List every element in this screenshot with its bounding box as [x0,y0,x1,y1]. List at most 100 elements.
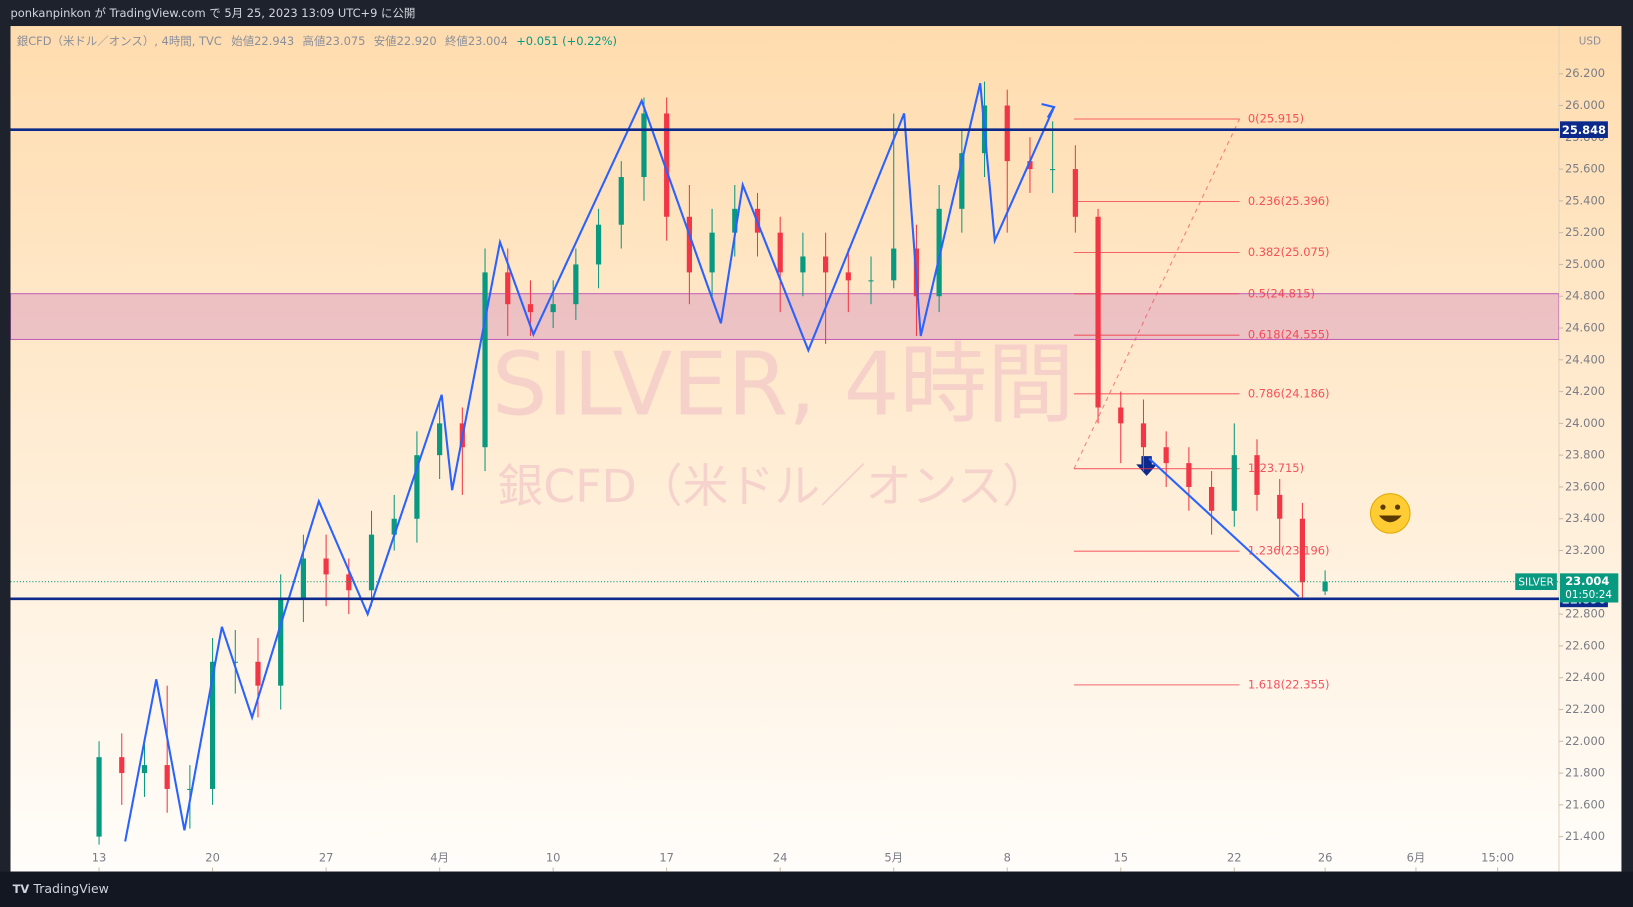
symbol-label: SILVER [1518,577,1553,589]
legend-value: 高値23.075 [303,34,366,48]
watermark-sub: 銀CFD（米ドル／オンス） [497,459,1048,513]
trend-drawing [1148,457,1300,598]
x-tick-label: 15:00 [1481,851,1514,865]
fib-label: 0.5(24.815) [1248,286,1315,300]
candle-body [1254,455,1260,495]
level-label-box [1560,121,1608,138]
x-tick-label: 27 [319,851,334,865]
candle-body [96,757,102,837]
candle-body [278,598,284,686]
candle-body [437,423,443,456]
x-tick-label: 6月 [1407,851,1426,865]
candle-body [323,558,329,575]
legend-value: 安値22.920 [374,34,437,48]
y-tick-label: 23.400 [1565,511,1605,525]
candle-body [1072,169,1078,217]
y-tick-label: 22.800 [1565,607,1605,621]
candle-body [1027,161,1033,170]
y-tick-label: 24.600 [1565,321,1605,335]
candle-body [255,661,261,686]
y-tick-label: 24.800 [1565,289,1605,303]
y-tick-label: 23.200 [1565,543,1605,557]
x-tick-label: 5月 [884,851,903,865]
candle-body [823,256,829,273]
footer-brand: TradingView [32,881,108,896]
y-tick-label: 21.800 [1565,766,1605,780]
y-tick-label: 25.600 [1565,162,1605,176]
x-tick-label: 8 [1004,851,1011,865]
candle-body [959,153,965,209]
candle-body [618,177,624,225]
publish-info: ponkanpinkon が TradingView.com で 5月 25, … [11,6,416,20]
x-tick-label: 17 [659,851,674,865]
x-tick-label: 24 [773,851,788,865]
candle-body [1163,447,1169,464]
legend-value: 終値23.004 [445,34,508,48]
candle-body [232,661,238,663]
candle-body [936,208,942,297]
y-tick-label: 23.600 [1565,479,1605,493]
y-tick-label: 25.200 [1565,225,1605,239]
symbol-box [1515,573,1557,591]
candle-body [164,765,170,789]
y-tick-label: 22.400 [1565,670,1605,684]
candle-body [1118,407,1124,424]
candle-body [573,264,579,305]
x-tick-label: 4月 [430,851,449,865]
y-tick-label: 23.800 [1565,448,1605,462]
x-tick-label: 26 [1318,851,1333,865]
level-label: 25.848 [1562,123,1606,137]
x-tick-label: 13 [92,851,107,865]
candle-body [527,304,534,313]
x-tick-label: 22 [1227,851,1242,865]
candle-body [1322,581,1328,592]
zone [10,293,1559,340]
symbol-info: 銀CFD（米ドル／オンス）, 4時間, TVC [17,34,222,48]
y-tick-label: 25.400 [1565,193,1605,207]
fib-trend [1073,118,1240,469]
candle-body [1095,216,1101,408]
legend-value: +0.051 (+0.22%) [516,34,617,48]
candle-body [550,304,556,313]
candle-body [1277,494,1283,519]
candle-body [686,216,692,273]
arrow-head [1041,102,1056,119]
candle-body [1050,169,1056,171]
footer [0,871,1633,907]
candle-body [1299,518,1306,583]
candle-body [482,272,488,448]
candle-body [891,248,897,281]
fib-label: 1.236(23.196) [1248,544,1330,558]
candle-body [868,280,874,282]
y-tick-label: 24.400 [1565,352,1605,366]
candle-body [505,272,511,305]
fib-label: 1(23.715) [1248,461,1304,475]
candle-body [346,574,352,591]
candle-body [300,558,307,599]
y-tick-label: 26.000 [1565,98,1605,112]
y-tick-label: 22.600 [1565,638,1605,652]
y-tick-label: 24.000 [1565,416,1605,430]
candle-body [141,765,148,774]
candle-body [1186,463,1192,487]
candle-body [391,518,397,535]
fib-label: 1.618(22.355) [1248,677,1330,691]
fib-label: 0.786(24.186) [1248,386,1330,400]
x-tick-label: 15 [1113,851,1128,865]
legend-value: 始値22.943 [231,34,294,48]
currency: USD [1579,36,1601,48]
candle-body [1004,105,1010,162]
candle-body [1208,486,1215,511]
candle-body [1140,423,1147,448]
countdown: 01:50:24 [1565,589,1612,601]
candle-body [845,272,851,281]
y-tick-label: 21.600 [1565,797,1605,811]
candle-body [800,256,806,273]
candle-body [595,224,602,265]
fib-label: 0(25.915) [1248,112,1304,126]
candle-body [187,788,193,790]
fib-label: 0.618(24.555) [1248,328,1330,342]
candle-body [664,113,670,217]
y-tick-label: 26.200 [1565,66,1605,80]
